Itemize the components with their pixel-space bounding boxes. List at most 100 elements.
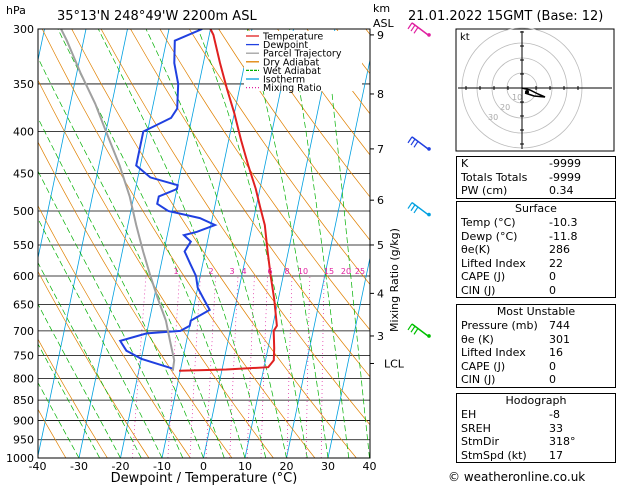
hodograph-frame bbox=[455, 28, 615, 152]
row-value: 0 bbox=[549, 283, 556, 297]
km-tick-label: 5 bbox=[377, 239, 384, 252]
wind-barb-tick bbox=[413, 140, 419, 148]
dry-adiabat bbox=[41, 29, 316, 458]
row-label: CIN (J) bbox=[461, 373, 496, 386]
pressure-tick-label: 500 bbox=[13, 205, 34, 218]
dry-adiabat bbox=[38, 141, 233, 458]
wind-barb-tick bbox=[410, 138, 416, 146]
wind-barb-dot bbox=[427, 33, 431, 37]
km-label: km bbox=[373, 2, 390, 15]
pressure-tick-label: 350 bbox=[13, 78, 34, 91]
table-row: StmDir 318° bbox=[457, 435, 615, 449]
mixing-ratio-label: 1 bbox=[173, 267, 178, 276]
row-value: 286 bbox=[549, 243, 570, 256]
pressure-tick-label: 800 bbox=[13, 372, 34, 385]
pressure-tick-label: 450 bbox=[13, 167, 34, 180]
table-row: K -9999 bbox=[457, 157, 615, 171]
pressure-tick-label: 650 bbox=[13, 299, 34, 312]
hpa-label: hPa bbox=[6, 4, 26, 17]
isotherm-line bbox=[244, 29, 336, 458]
row-value: 33 bbox=[549, 421, 563, 435]
row-value: 0 bbox=[549, 270, 556, 283]
row-label: Lifted Index bbox=[461, 346, 526, 359]
hodograph-ring-label: 20 bbox=[500, 103, 510, 112]
temperature-tick-label: -30 bbox=[70, 460, 88, 473]
legend-label: Temperature bbox=[262, 32, 323, 43]
km-tick-label: 7 bbox=[377, 143, 384, 156]
row-label: PW (cm) bbox=[461, 184, 508, 197]
mixing-ratio-line bbox=[246, 275, 255, 458]
mixing-ratio-line bbox=[320, 275, 325, 458]
background-lines bbox=[38, 29, 370, 458]
row-label: θe (K) bbox=[461, 332, 494, 346]
row-label: K bbox=[461, 157, 469, 170]
mixing-ratio-line bbox=[189, 275, 201, 458]
temperature-tick-label: -40 bbox=[29, 460, 47, 473]
mixing-ratio-line bbox=[305, 275, 311, 458]
location-title: 35°13'N 248°49'W 2200m ASL bbox=[57, 9, 257, 24]
table-row: CAPE (J) 0 bbox=[457, 360, 615, 374]
mixing-ratio-line bbox=[167, 275, 180, 458]
km-tick-label: LCL bbox=[384, 357, 405, 370]
copyright-footer: © weatheronline.co.uk bbox=[448, 470, 586, 484]
row-label: StmSpd (kt) bbox=[461, 448, 527, 462]
dry-adiabat bbox=[277, 29, 370, 156]
pressure-tick-label: 1000 bbox=[6, 452, 34, 465]
row-value: 0 bbox=[549, 359, 556, 373]
km-tick-label: 3 bbox=[377, 330, 384, 343]
dry-adiabat bbox=[38, 338, 108, 458]
table-row: CIN (J) 0 bbox=[457, 373, 615, 387]
row-value: 0.34 bbox=[549, 184, 574, 197]
legend-label: Dry Adiabat bbox=[263, 57, 320, 68]
table-row: Lifted Index 22 bbox=[457, 257, 615, 271]
row-value: 22 bbox=[549, 256, 563, 270]
temperature-tick-label: -10 bbox=[153, 460, 171, 473]
legend-label: Dewpoint bbox=[263, 40, 308, 51]
hodograph-trace bbox=[521, 87, 546, 98]
row-label: StmDir bbox=[461, 435, 500, 448]
legend-label: Wet Adiabat bbox=[263, 66, 321, 77]
temperature-tick-label: 20 bbox=[280, 460, 294, 473]
isotherm-line bbox=[203, 29, 294, 458]
mixing-ratio-label: 2 bbox=[208, 267, 213, 276]
row-value: -11.8 bbox=[549, 229, 578, 243]
mixing-ratio-line bbox=[260, 275, 268, 458]
mixing-ratio-label: 10 bbox=[298, 267, 308, 276]
row-value: 318° bbox=[549, 435, 576, 448]
dry-adiabat bbox=[71, 29, 357, 458]
wind-barb-tick bbox=[407, 202, 413, 209]
row-value: -8 bbox=[549, 408, 560, 421]
mixing-ratio-label: 25 bbox=[355, 267, 365, 276]
pressure-tick-label: 300 bbox=[13, 23, 34, 36]
pressure-tick-label: 550 bbox=[13, 239, 34, 252]
dry-adiabat bbox=[38, 205, 191, 458]
row-value: -9999 bbox=[549, 170, 581, 184]
mixing-ratio-label: 4 bbox=[241, 267, 246, 276]
wet-adiabat bbox=[38, 381, 80, 458]
series-dewpoint bbox=[118, 29, 218, 371]
row-label: Dewp (°C) bbox=[461, 229, 518, 243]
temperature-tick-label: 30 bbox=[321, 460, 335, 473]
temperature-tick-label: 0 bbox=[200, 460, 207, 473]
wet-adiabat bbox=[97, 29, 267, 458]
mixing-ratio-line bbox=[205, 275, 217, 458]
isotherm-line bbox=[78, 29, 170, 458]
wind-barb-tick bbox=[410, 204, 416, 212]
wet-adiabat bbox=[246, 29, 329, 458]
table-row: CAPE (J) 0 bbox=[457, 270, 615, 284]
most-unstable-box: Most Unstable Pressure (mb) 744 θe (K) 301 L… bbox=[456, 304, 616, 388]
dry-adiabat bbox=[130, 29, 370, 378]
indices-box: K -9999 Totals Totals -9999 PW (cm) 0.34 bbox=[456, 156, 616, 199]
row-label: CAPE (J) bbox=[461, 359, 506, 373]
legend-label: Parcel Trajectory bbox=[263, 49, 342, 60]
row-value: -9999 bbox=[549, 157, 581, 170]
series-parcel-trajectory bbox=[60, 29, 176, 371]
legend-bg bbox=[244, 31, 362, 91]
mixing-ratio-label: 3 bbox=[229, 267, 234, 276]
wet-adiabat bbox=[38, 261, 142, 458]
mixing-ratio-label: 15 bbox=[324, 267, 334, 276]
table-row: Lifted Index 16 bbox=[457, 346, 615, 360]
wind-barb-tick bbox=[413, 206, 419, 214]
